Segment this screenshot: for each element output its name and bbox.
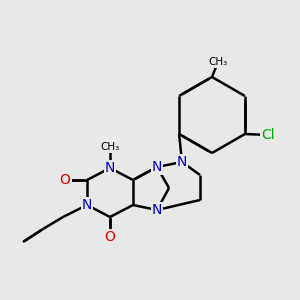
Text: CH₃: CH₃ [208,57,228,67]
Text: N: N [152,203,162,217]
Text: N: N [82,198,92,212]
Text: N: N [177,155,187,169]
Text: N: N [105,161,115,175]
Text: O: O [105,230,116,244]
Text: Cl: Cl [261,128,275,142]
Text: O: O [60,173,70,187]
Text: CH₃: CH₃ [100,142,120,152]
Text: N: N [152,160,162,174]
